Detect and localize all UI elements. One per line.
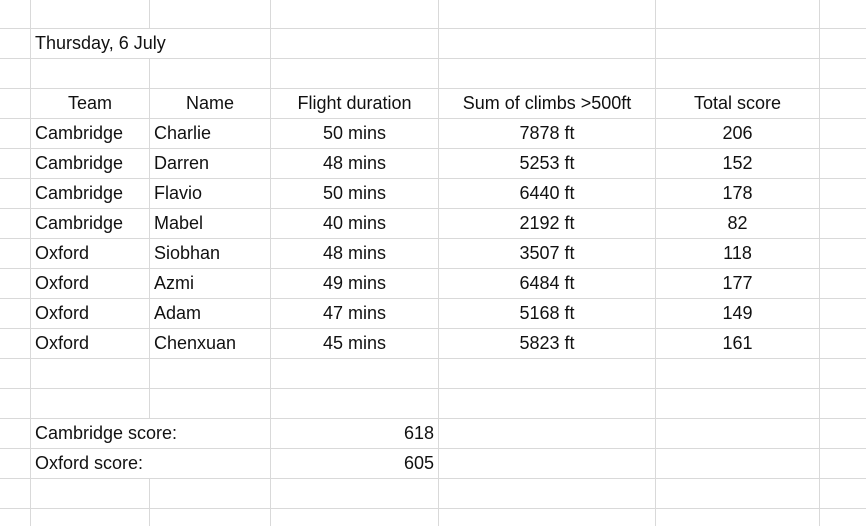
row-gridline xyxy=(0,508,866,509)
cell-sum-of-climbs[interactable]: 2192 ft xyxy=(439,209,655,238)
row-gridline xyxy=(0,58,866,59)
column-gridline xyxy=(149,0,150,526)
header-sum-of-climbs[interactable]: Sum of climbs >500ft xyxy=(439,89,655,118)
header-flight-duration[interactable]: Flight duration xyxy=(271,89,438,118)
cell-name[interactable]: Adam xyxy=(150,299,270,328)
cell-total-score[interactable]: 149 xyxy=(656,299,819,328)
cell-name[interactable]: Charlie xyxy=(150,119,270,148)
cell-total-score[interactable]: 206 xyxy=(656,119,819,148)
cell-total-score[interactable]: 82 xyxy=(656,209,819,238)
row-gridline xyxy=(0,238,866,239)
cambridge-score-value[interactable]: 618 xyxy=(271,419,438,448)
column-gridline xyxy=(30,0,31,526)
cell-flight-duration[interactable]: 49 mins xyxy=(271,269,438,298)
header-name[interactable]: Name xyxy=(150,89,270,118)
cell-flight-duration[interactable]: 48 mins xyxy=(271,239,438,268)
row-gridline xyxy=(0,448,866,449)
row-gridline xyxy=(0,148,866,149)
cell-flight-duration[interactable]: 45 mins xyxy=(271,329,438,358)
cell-team[interactable]: Cambridge xyxy=(31,119,149,148)
cell-total-score[interactable]: 177 xyxy=(656,269,819,298)
row-gridline xyxy=(0,418,866,419)
date-cell[interactable]: Thursday, 6 July xyxy=(31,29,269,58)
row-gridline xyxy=(0,358,866,359)
header-team[interactable]: Team xyxy=(31,89,149,118)
row-gridline xyxy=(0,208,866,209)
cell-team[interactable]: Oxford xyxy=(31,269,149,298)
column-gridline xyxy=(655,0,656,526)
cell-team[interactable]: Oxford xyxy=(31,239,149,268)
header-total-score[interactable]: Total score xyxy=(656,89,819,118)
oxford-score-value[interactable]: 605 xyxy=(271,449,438,478)
cell-team[interactable]: Oxford xyxy=(31,329,149,358)
row-gridline xyxy=(0,88,866,89)
cell-total-score[interactable]: 118 xyxy=(656,239,819,268)
cell-team[interactable]: Cambridge xyxy=(31,149,149,178)
cell-name[interactable]: Chenxuan xyxy=(150,329,270,358)
cell-name[interactable]: Darren xyxy=(150,149,270,178)
cell-flight-duration[interactable]: 48 mins xyxy=(271,149,438,178)
cell-total-score[interactable]: 178 xyxy=(656,179,819,208)
cell-flight-duration[interactable]: 50 mins xyxy=(271,119,438,148)
row-gridline xyxy=(0,298,866,299)
cell-sum-of-climbs[interactable]: 6484 ft xyxy=(439,269,655,298)
cell-team[interactable]: Oxford xyxy=(31,299,149,328)
cell-flight-duration[interactable]: 40 mins xyxy=(271,209,438,238)
cell-team[interactable]: Cambridge xyxy=(31,179,149,208)
cell-flight-duration[interactable]: 47 mins xyxy=(271,299,438,328)
oxford-score-label[interactable]: Oxford score: xyxy=(31,449,270,478)
row-gridline xyxy=(0,178,866,179)
cell-sum-of-climbs[interactable]: 7878 ft xyxy=(439,119,655,148)
cell-flight-duration[interactable]: 50 mins xyxy=(271,179,438,208)
row-gridline xyxy=(0,118,866,119)
cell-sum-of-climbs[interactable]: 6440 ft xyxy=(439,179,655,208)
column-gridline xyxy=(819,0,820,526)
cell-sum-of-climbs[interactable]: 3507 ft xyxy=(439,239,655,268)
cell-name[interactable]: Azmi xyxy=(150,269,270,298)
cell-total-score[interactable]: 161 xyxy=(656,329,819,358)
column-gridline xyxy=(270,0,271,526)
row-gridline xyxy=(0,328,866,329)
cell-name[interactable]: Siobhan xyxy=(150,239,270,268)
column-gridline xyxy=(438,0,439,526)
cell-team[interactable]: Cambridge xyxy=(31,209,149,238)
cell-sum-of-climbs[interactable]: 5253 ft xyxy=(439,149,655,178)
cambridge-score-label[interactable]: Cambridge score: xyxy=(31,419,270,448)
cell-name[interactable]: Flavio xyxy=(150,179,270,208)
cell-sum-of-climbs[interactable]: 5823 ft xyxy=(439,329,655,358)
row-gridline xyxy=(0,28,866,29)
cell-total-score[interactable]: 152 xyxy=(656,149,819,178)
row-gridline xyxy=(0,478,866,479)
cell-name[interactable]: Mabel xyxy=(150,209,270,238)
row-gridline xyxy=(0,268,866,269)
row-gridline xyxy=(0,388,866,389)
cell-sum-of-climbs[interactable]: 5168 ft xyxy=(439,299,655,328)
